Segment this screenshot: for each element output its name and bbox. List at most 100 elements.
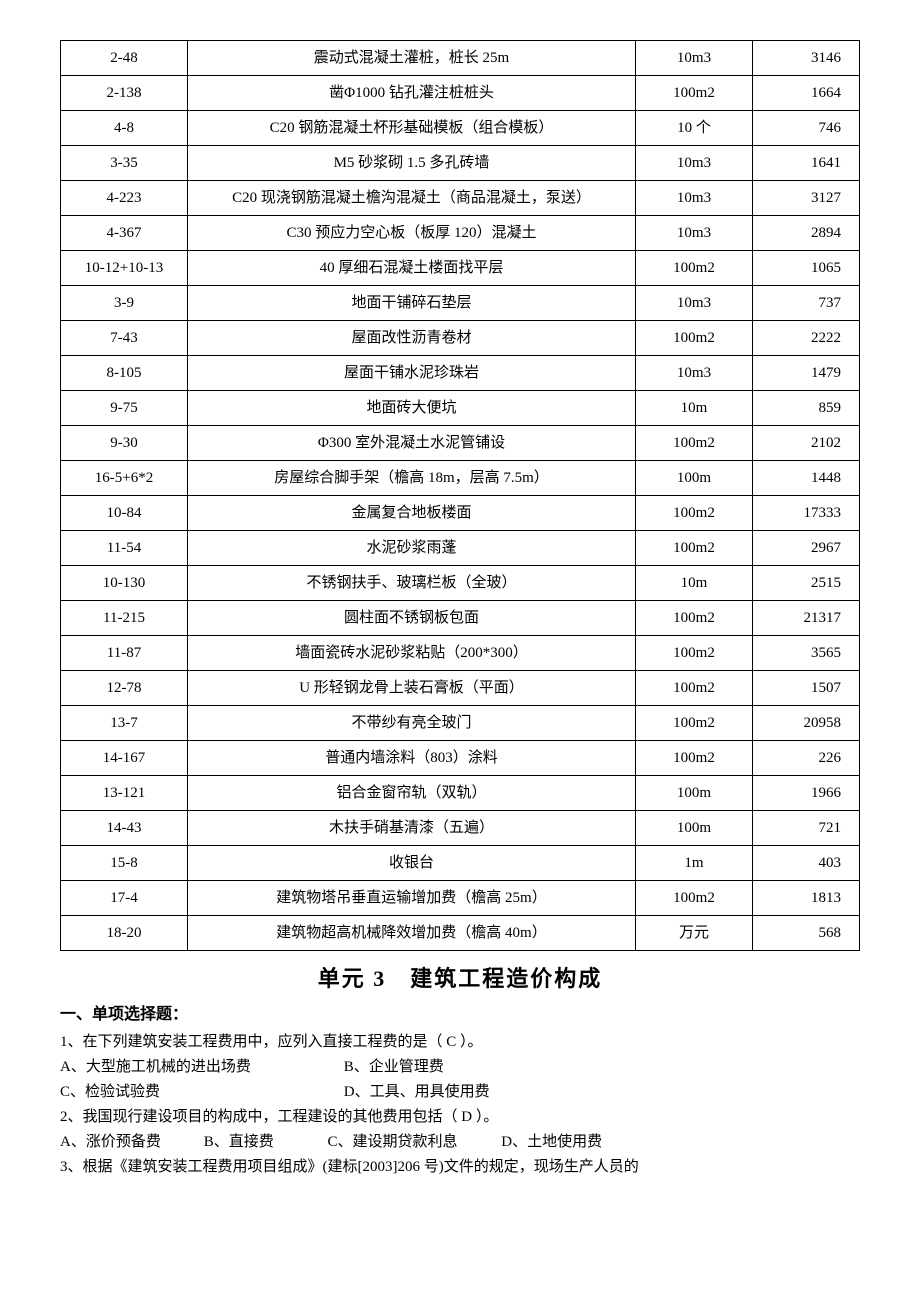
section-subheading: 一、单项选择题： [60,1002,860,1028]
cell-code: 18-20 [61,916,188,951]
cell-value: 3565 [753,636,860,671]
table-row: 4-8C20 钢筋混凝土杯形基础模板（组合模板）10 个746 [61,111,860,146]
cell-value: 1507 [753,671,860,706]
table-row: 16-5+6*2房屋综合脚手架（檐高 18m，层高 7.5m）100m1448 [61,461,860,496]
cell-unit: 10m3 [636,216,753,251]
cell-unit: 100m2 [636,601,753,636]
table-row: 7-43屋面改性沥青卷材100m22222 [61,321,860,356]
cell-desc: 普通内墙涂料（803）涂料 [188,741,636,776]
cell-code: 12-78 [61,671,188,706]
cell-code: 15-8 [61,846,188,881]
table-row: 17-4建筑物塔吊垂直运输增加费（檐高 25m）100m21813 [61,881,860,916]
cell-desc: Φ300 室外混凝土水泥管铺设 [188,426,636,461]
cell-desc: 墙面瓷砖水泥砂浆粘贴（200*300） [188,636,636,671]
cell-desc: U 形轻钢龙骨上装石膏板（平面） [188,671,636,706]
table-row: 3-9地面干铺碎石垫层10m3737 [61,286,860,321]
table-row: 15-8收银台1m403 [61,846,860,881]
table-row: 10-84金属复合地板楼面100m217333 [61,496,860,531]
table-row: 3-35M5 砂浆砌 1.5 多孔砖墙10m31641 [61,146,860,181]
table-row: 11-87墙面瓷砖水泥砂浆粘贴（200*300）100m23565 [61,636,860,671]
q1-optB: B、企业管理费 [344,1055,444,1079]
cell-unit: 10m [636,391,753,426]
table-row: 4-367C30 预应力空心板（板厚 120）混凝土10m32894 [61,216,860,251]
cell-code: 4-8 [61,111,188,146]
cell-unit: 100m2 [636,741,753,776]
cell-desc: 震动式混凝土灌桩，桩长 25m [188,41,636,76]
cell-value: 859 [753,391,860,426]
cell-desc: C20 现浇钢筋混凝土檐沟混凝土（商品混凝土，泵送） [188,181,636,216]
cell-code: 10-130 [61,566,188,601]
cell-code: 9-30 [61,426,188,461]
cell-unit: 10m3 [636,181,753,216]
cell-code: 14-43 [61,811,188,846]
q1-stem: 1、在下列建筑安装工程费用中，应列入直接工程费的是（ C ）。 [60,1030,860,1054]
cell-unit: 10m3 [636,146,753,181]
cell-desc: 水泥砂浆雨蓬 [188,531,636,566]
q2-stem: 2、我国现行建设项目的构成中，工程建设的其他费用包括（ D ）。 [60,1105,860,1129]
cell-unit: 10m3 [636,41,753,76]
cell-code: 9-75 [61,391,188,426]
q1-optC: C、检验试验费 [60,1080,340,1104]
cell-code: 17-4 [61,881,188,916]
cost-quota-table: 2-48震动式混凝土灌桩，桩长 25m10m331462-138凿Φ1000 钻… [60,40,860,951]
cell-value: 737 [753,286,860,321]
cell-code: 2-138 [61,76,188,111]
cell-unit: 100m2 [636,251,753,286]
cell-unit: 10 个 [636,111,753,146]
cell-value: 2967 [753,531,860,566]
cell-value: 1664 [753,76,860,111]
q2-optA: A、涨价预备费 [60,1130,200,1154]
cell-value: 1966 [753,776,860,811]
cell-value: 3127 [753,181,860,216]
cell-value: 1448 [753,461,860,496]
cell-value: 1641 [753,146,860,181]
cell-unit: 100m2 [636,496,753,531]
cell-desc: C20 钢筋混凝土杯形基础模板（组合模板） [188,111,636,146]
cell-unit: 100m2 [636,321,753,356]
cell-unit: 100m2 [636,706,753,741]
cell-code: 8-105 [61,356,188,391]
cell-desc: 房屋综合脚手架（檐高 18m，层高 7.5m） [188,461,636,496]
cell-code: 11-87 [61,636,188,671]
q3-stem: 3、根据《建筑安装工程费用项目组成》(建标[2003]206 号)文件的规定，现… [60,1155,860,1179]
cell-desc: 圆柱面不锈钢板包面 [188,601,636,636]
cell-code: 11-215 [61,601,188,636]
cell-code: 4-223 [61,181,188,216]
cell-code: 10-84 [61,496,188,531]
cell-code: 10-12+10-13 [61,251,188,286]
cell-code: 3-35 [61,146,188,181]
cell-value: 2102 [753,426,860,461]
q2-optB: B、直接费 [204,1130,324,1154]
table-row: 13-7不带纱有亮全玻门100m220958 [61,706,860,741]
cell-desc: 屋面改性沥青卷材 [188,321,636,356]
cell-code: 13-7 [61,706,188,741]
cell-value: 3146 [753,41,860,76]
table-row: 4-223C20 现浇钢筋混凝土檐沟混凝土（商品混凝土，泵送）10m33127 [61,181,860,216]
cell-value: 1065 [753,251,860,286]
cell-value: 403 [753,846,860,881]
q2-options: A、涨价预备费 B、直接费 C、建设期贷款利息 D、土地使用费 [60,1130,860,1154]
cell-code: 3-9 [61,286,188,321]
q2-optC: C、建设期贷款利息 [328,1130,498,1154]
cell-unit: 100m [636,776,753,811]
table-row: 2-138凿Φ1000 钻孔灌注桩桩头100m21664 [61,76,860,111]
cell-desc: 建筑物塔吊垂直运输增加费（檐高 25m） [188,881,636,916]
cell-value: 17333 [753,496,860,531]
cell-unit: 100m2 [636,881,753,916]
table-row: 10-12+10-1340 厚细石混凝土楼面找平层100m21065 [61,251,860,286]
cell-desc: 木扶手硝基清漆（五遍） [188,811,636,846]
cell-unit: 100m2 [636,76,753,111]
table-row: 9-75地面砖大便坑10m859 [61,391,860,426]
table-row: 18-20建筑物超高机械降效增加费（檐高 40m）万元568 [61,916,860,951]
cell-code: 14-167 [61,741,188,776]
cell-unit: 10m [636,566,753,601]
cell-unit: 100m2 [636,531,753,566]
table-row: 2-48震动式混凝土灌桩，桩长 25m10m33146 [61,41,860,76]
cell-value: 746 [753,111,860,146]
cell-value: 226 [753,741,860,776]
cell-code: 11-54 [61,531,188,566]
cell-value: 20958 [753,706,860,741]
table-row: 10-130不锈钢扶手、玻璃栏板（全玻）10m2515 [61,566,860,601]
cell-value: 2515 [753,566,860,601]
cell-desc: C30 预应力空心板（板厚 120）混凝土 [188,216,636,251]
